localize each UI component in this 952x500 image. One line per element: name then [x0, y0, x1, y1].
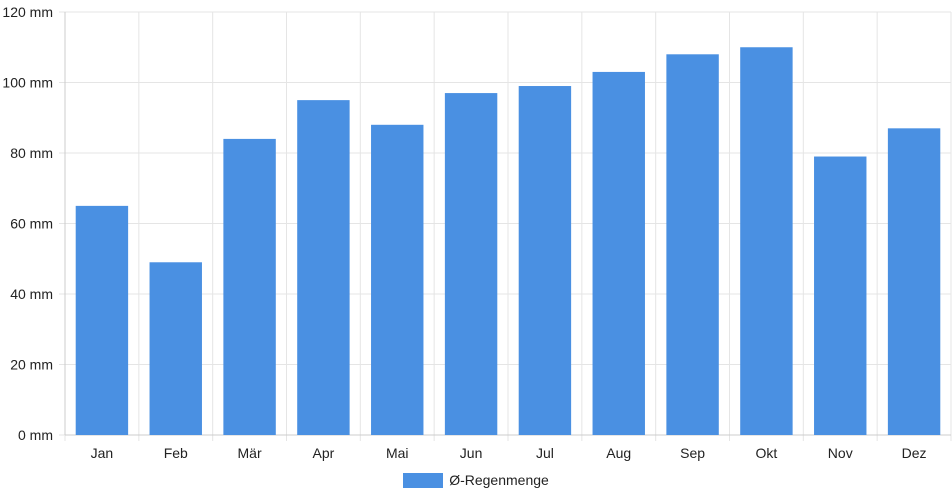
legend-label: Ø-Regenmenge — [449, 472, 549, 488]
x-tick-label: Feb — [164, 445, 188, 461]
bar-dez[interactable] — [887, 128, 941, 435]
x-tick-label: Aug — [606, 445, 631, 461]
bars-layer — [75, 47, 941, 436]
bar-mai[interactable] — [371, 124, 424, 436]
bar-jun[interactable] — [444, 93, 498, 435]
x-tick-label: Okt — [756, 445, 778, 461]
x-tick-label: Sep — [680, 445, 705, 461]
x-tick-label: Mär — [238, 445, 262, 461]
rainfall-bar-chart: 0 mm 20 mm 40 mm 60 mm 80 mm 100 mm 120 mm Jan… — [2, 4, 952, 461]
bar-nov[interactable] — [814, 156, 867, 435]
y-tick-label: 60 mm — [10, 216, 53, 232]
bar-jan[interactable] — [75, 205, 129, 435]
bar-apr[interactable] — [297, 100, 350, 435]
y-tick-label: 100 mm — [2, 75, 53, 91]
bar-feb[interactable] — [149, 262, 202, 435]
legend-swatch — [403, 472, 444, 488]
x-tick-label: Jul — [536, 445, 554, 461]
bar-jul[interactable] — [518, 86, 572, 436]
chart-legend[interactable]: Ø-Regenmenge — [0, 472, 952, 488]
grid-layer — [59, 11, 952, 441]
y-tick-label: 20 mm — [10, 357, 53, 373]
y-tick-label: 120 mm — [2, 4, 53, 20]
x-tick-label: Apr — [313, 445, 335, 461]
y-tick-label: 80 mm — [10, 145, 53, 161]
x-tick-label: Mai — [386, 445, 409, 461]
x-tick-label: Jan — [91, 445, 114, 461]
bar-aug[interactable] — [592, 71, 645, 436]
x-tick-label: Nov — [828, 445, 853, 461]
bar-sep[interactable] — [666, 54, 719, 436]
bar-okt[interactable] — [740, 47, 793, 435]
x-tick-label: Dez — [902, 445, 927, 461]
y-tick-label: 40 mm — [10, 286, 53, 302]
y-axis-tick-labels: 0 mm 20 mm 40 mm 60 mm 80 mm 100 mm 120 mm — [2, 4, 53, 443]
y-tick-label: 0 mm — [18, 427, 53, 443]
x-axis-tick-labels: Jan Feb Mär Apr Mai Jun Jul Aug Sep Okt Nov Dez — [91, 445, 927, 461]
bar-mär[interactable] — [223, 138, 276, 435]
x-tick-label: Jun — [460, 445, 483, 461]
